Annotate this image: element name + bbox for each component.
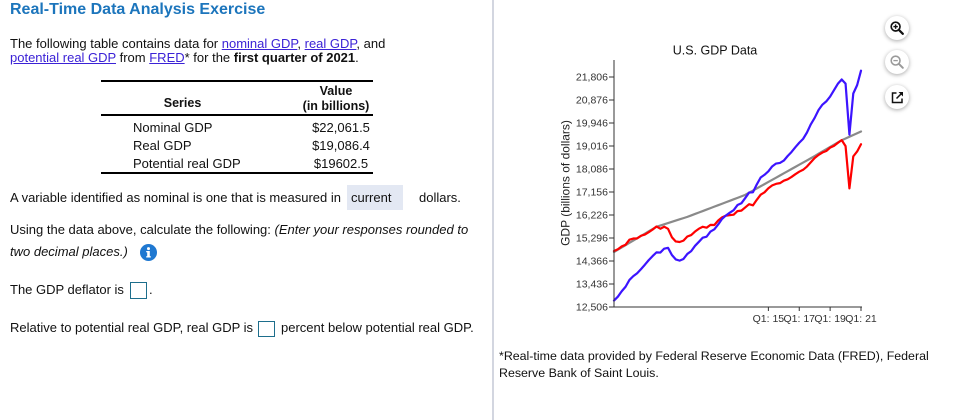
- deflator-label: The GDP deflator is: [10, 282, 124, 297]
- intro-period: .: [355, 49, 359, 65]
- nominal-question-suffix: dollars.: [419, 189, 461, 205]
- y-tick-label: 14,366: [576, 256, 608, 268]
- y-tick-label: 19,946: [576, 118, 608, 130]
- link-potential-real-gdp[interactable]: potential real GDP: [10, 49, 116, 65]
- gdp-deflator-input[interactable]: [130, 281, 147, 299]
- instructions-text: Using the data above, calculate the foll…: [10, 222, 275, 237]
- header-value-units: (in billions): [302, 98, 370, 113]
- zoom-out-icon: [890, 55, 904, 69]
- row-series: Nominal GDP: [133, 120, 213, 135]
- intro-separator: ,: [297, 36, 305, 51]
- output-gap-label: Relative to potential real GDP, real GDP…: [10, 320, 254, 335]
- table-top-rule: [101, 80, 373, 82]
- row-value: $19,086.4: [312, 138, 370, 153]
- plot-area: 12,506 13,436 14,366 15,296 16,226 17,156 18,0…: [576, 60, 877, 325]
- info-icon[interactable]: [139, 243, 157, 261]
- zoom-in-icon: [890, 21, 904, 35]
- x-tick-label: Q1: 21: [845, 313, 877, 325]
- y-axis-label: GDP (billions of dollars): [559, 120, 573, 246]
- instructions-line-1: Using the data above, calculate the foll…: [10, 222, 468, 238]
- link-real-gdp[interactable]: real GDP: [304, 36, 357, 51]
- row-value: $22,061.5: [312, 120, 370, 135]
- nominal-question-text: A variable identified as nominal is one …: [10, 189, 341, 205]
- y-tick-label: 18,086: [576, 164, 608, 176]
- intro-line-2: potential real GDP from FRED* for the fi…: [10, 50, 359, 66]
- y-tick-label: 20,876: [576, 95, 608, 107]
- y-tick-label: 21,806: [576, 72, 608, 84]
- intro-text: The following table contains data for: [10, 36, 222, 51]
- deflator-suffix: .: [149, 282, 153, 297]
- y-tick-label: 15,296: [576, 233, 608, 245]
- link-nominal-gdp[interactable]: nominal GDP: [221, 36, 298, 51]
- intro-text-from: from: [116, 49, 150, 65]
- y-tick-label: 16,226: [576, 210, 608, 222]
- output-gap-input[interactable]: [258, 320, 275, 337]
- y-tick-label: 13,436: [576, 279, 608, 291]
- footnote-line-2: Reserve Bank of Saint Louis.: [499, 366, 659, 380]
- open-in-new-window-icon: [891, 91, 903, 103]
- series-line-potential-real-gdp: [612, 130, 863, 254]
- chart-zoom-in-button[interactable]: [885, 16, 909, 40]
- chart-popout-button[interactable]: [885, 85, 909, 109]
- x-tick-label: Q1: 15: [753, 313, 785, 325]
- intro-period-bold: first quarter of 2021: [233, 49, 356, 65]
- row-series: Real GDP: [133, 138, 192, 153]
- header-series: Series: [163, 95, 202, 110]
- intro-text-for-the: * for the: [184, 49, 234, 65]
- instructions-line-2: two decimal places.): [10, 244, 128, 259]
- table-bottom-rule: [101, 172, 373, 174]
- footnote-line-1: *Real-time data provided by Federal Rese…: [499, 349, 929, 363]
- instructions-italic: (Enter your responses rounded to: [274, 222, 469, 237]
- intro-line-1: The following table contains data for no…: [10, 36, 385, 52]
- row-series: Potential real GDP: [133, 156, 241, 171]
- header-value: Value: [319, 84, 353, 98]
- x-tick-label: Q1: 19: [814, 313, 846, 325]
- panel-divider: [492, 0, 494, 420]
- info-icon-glyph: [139, 243, 157, 261]
- link-fred[interactable]: FRED: [149, 49, 185, 65]
- table-header-rule: [101, 114, 373, 116]
- exercise-title: Real-Time Data Analysis Exercise: [10, 1, 266, 18]
- chart-title: U.S. GDP Data: [673, 44, 758, 58]
- series-line-nominal-gdp: [612, 69, 863, 302]
- gdp-line-chart: U.S. GDP Data GDP (billions of dollars) …: [559, 44, 877, 326]
- output-gap-suffix: percent below potential real GDP.: [281, 320, 474, 335]
- y-tick-label: 17,156: [576, 187, 608, 199]
- intro-text-and: , and: [356, 36, 386, 51]
- chart-zoom-out-button[interactable]: [885, 50, 909, 74]
- nominal-measure-dropdown[interactable]: current: [347, 185, 403, 210]
- y-tick-label: 12,506: [576, 302, 608, 314]
- x-tick-label: Q1: 17: [783, 313, 815, 325]
- row-value: $19602.5: [313, 156, 369, 171]
- y-tick-label: 19,016: [576, 141, 608, 153]
- series-line-real-gdp: [612, 139, 863, 253]
